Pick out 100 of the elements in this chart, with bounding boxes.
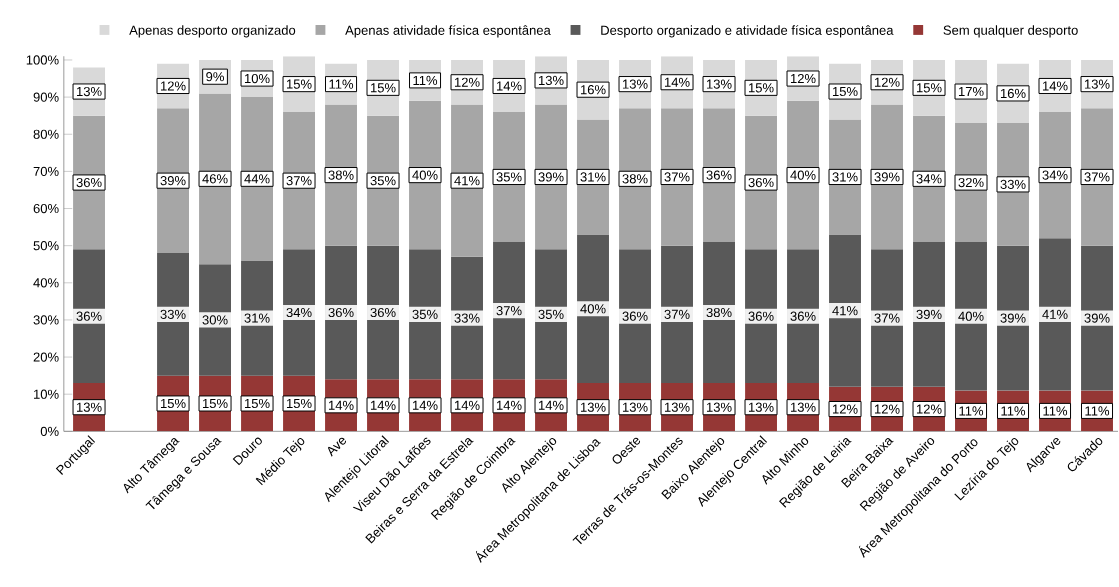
data-label: 39% — [160, 175, 186, 186]
y-tick-label: 60% — [33, 203, 59, 213]
data-label: 15% — [370, 83, 396, 93]
bar — [955, 241, 987, 391]
data-label: 11% — [1001, 406, 1026, 416]
data-label: 39% — [1084, 313, 1110, 323]
data-label: 40% — [790, 170, 816, 180]
data-label: 36% — [370, 307, 396, 317]
data-label: 14% — [538, 400, 564, 410]
data-label: 44% — [244, 174, 270, 184]
data-label: 39% — [538, 172, 564, 182]
data-label: 41% — [832, 305, 858, 316]
bar — [871, 249, 903, 387]
data-label: 13% — [538, 75, 564, 85]
y-tick-label: 70% — [33, 166, 59, 176]
data-label: 30% — [202, 315, 228, 325]
data-label: 14% — [1042, 81, 1068, 91]
data-label: 13% — [1084, 79, 1110, 89]
data-label: 40% — [412, 170, 438, 180]
data-label: 39% — [916, 309, 942, 319]
bar — [241, 96, 273, 261]
legend-label: Desporto organizado e atividade física espontânea — [601, 25, 894, 38]
data-label: 13% — [76, 402, 102, 412]
y-tick-label: 80% — [33, 129, 59, 139]
data-label: 11% — [329, 79, 354, 89]
data-label: 14% — [328, 400, 354, 410]
data-label: 14% — [454, 400, 480, 410]
data-label: 13% — [622, 402, 648, 412]
data-label: 39% — [874, 172, 900, 182]
data-label: 11% — [1085, 406, 1110, 416]
data-label: 12% — [160, 81, 186, 91]
data-label: 31% — [580, 172, 606, 182]
bar — [703, 241, 735, 383]
data-label: 13% — [706, 79, 732, 89]
data-label: 11% — [1043, 406, 1068, 416]
data-label: 12% — [916, 404, 942, 414]
legend-label: Apenas desporto organizado — [129, 25, 296, 38]
data-label: 40% — [580, 304, 606, 314]
bar — [829, 234, 861, 387]
data-label: 12% — [832, 404, 858, 414]
data-label: 15% — [202, 398, 228, 408]
data-label: 37% — [664, 309, 690, 319]
data-label: 15% — [748, 83, 774, 93]
data-label: 12% — [874, 77, 900, 87]
bar — [199, 93, 231, 265]
data-label: 36% — [76, 311, 102, 321]
data-label: 37% — [496, 305, 522, 316]
legend-label: Apenas atividade física espontânea — [345, 25, 551, 38]
y-tick-label: 0% — [40, 426, 59, 436]
data-label: 34% — [286, 307, 312, 317]
data-label: 37% — [1084, 172, 1110, 182]
data-label: 38% — [328, 170, 354, 180]
data-label: 13% — [580, 402, 606, 412]
data-label: 15% — [244, 398, 270, 408]
data-label: 15% — [832, 86, 858, 96]
data-label: 9% — [206, 71, 224, 82]
data-label: 31% — [832, 172, 858, 182]
data-label: 36% — [790, 311, 816, 321]
data-label: 17% — [958, 86, 984, 96]
data-label: 13% — [706, 402, 732, 412]
y-tick-label: 100% — [26, 55, 59, 65]
data-label: 16% — [1000, 88, 1026, 98]
y-tick-label: 50% — [33, 240, 59, 251]
bar — [1039, 238, 1071, 391]
data-label: 46% — [202, 174, 228, 184]
data-label: 33% — [160, 309, 186, 319]
data-label: 37% — [874, 313, 900, 323]
data-label: 36% — [622, 311, 648, 321]
y-tick-label: 30% — [33, 315, 59, 325]
data-label: 33% — [454, 313, 480, 323]
data-label: 35% — [496, 172, 522, 182]
bar — [997, 245, 1029, 391]
y-tick-label: 20% — [33, 352, 59, 362]
bar — [577, 234, 609, 383]
data-label: 35% — [412, 309, 438, 319]
data-label: 15% — [286, 398, 312, 408]
y-tick-label: 10% — [34, 389, 59, 399]
data-label: 14% — [496, 81, 522, 91]
data-label: 36% — [706, 170, 732, 180]
data-label: 34% — [916, 174, 942, 184]
data-label: 36% — [748, 177, 774, 187]
y-tick-label: 90% — [33, 92, 59, 102]
data-label: 38% — [706, 307, 732, 317]
data-label: 36% — [328, 307, 354, 317]
bar — [1081, 245, 1113, 391]
data-label: 12% — [874, 404, 900, 414]
data-label: 14% — [496, 400, 522, 410]
data-label: 41% — [1042, 309, 1068, 319]
data-label: 39% — [1000, 313, 1026, 323]
data-label: 14% — [412, 400, 438, 410]
data-label: 35% — [538, 309, 564, 319]
data-label: 13% — [664, 402, 690, 412]
data-label: 41% — [454, 175, 480, 186]
data-label: 40% — [958, 311, 984, 321]
data-label: 15% — [160, 398, 186, 408]
bar — [787, 249, 819, 383]
data-label: 36% — [76, 177, 102, 187]
data-label: 38% — [622, 174, 648, 184]
data-label: 37% — [664, 172, 690, 182]
data-label: 36% — [748, 311, 774, 321]
